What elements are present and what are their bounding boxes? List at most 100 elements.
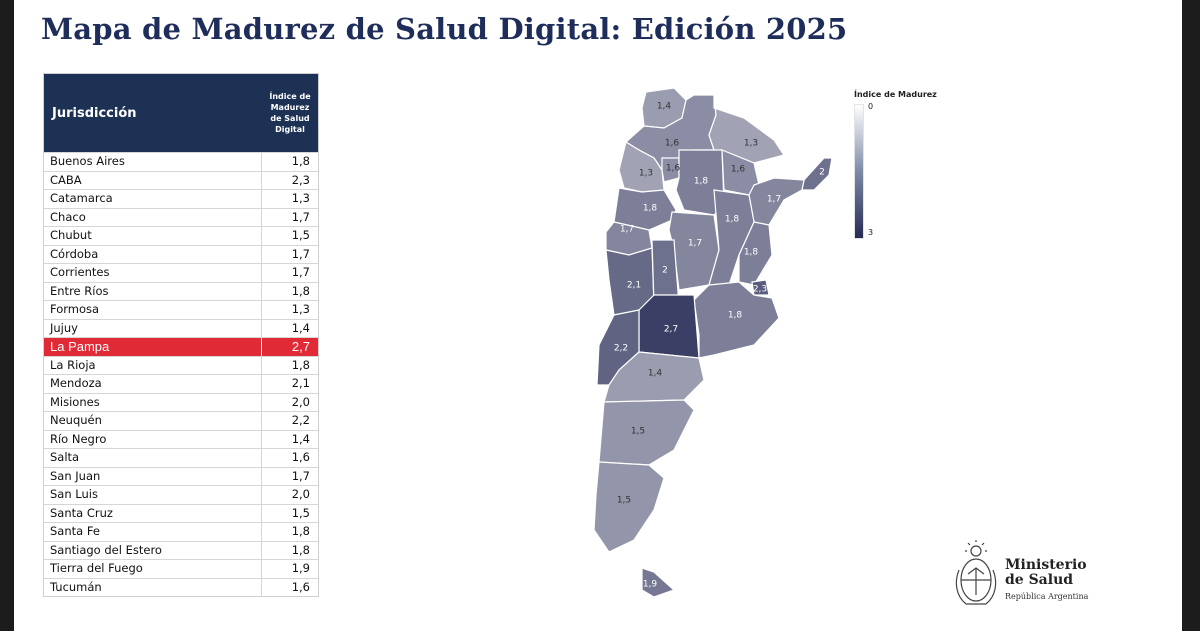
label-corrientes: 1,7: [767, 195, 781, 205]
header-jurisdiccion: Jurisdicción: [52, 105, 137, 121]
jurisdiction-name: Salta: [44, 449, 262, 467]
jurisdiction-table: Jurisdicción Índice de Madurez de Salud …: [43, 73, 319, 597]
logo-line-2: de Salud: [1005, 572, 1074, 588]
province-buenosaires[interactable]: [693, 281, 780, 359]
label-sanjuan: 1,7: [620, 225, 634, 235]
label-mendoza: 2,1: [627, 281, 641, 291]
table-row: La Pampa 2,7: [44, 337, 318, 356]
province-caba[interactable]: [751, 279, 770, 296]
maturity-value: 1,8: [291, 524, 310, 538]
jurisdiction-name: San Luis: [44, 486, 262, 504]
label-entrerios: 1,8: [744, 248, 759, 258]
table-body: Buenos Aires 1,8 CABA 2,3 Catamarca 1,3 Chaco 1…: [44, 152, 318, 596]
maturity-value: 1,3: [291, 191, 310, 205]
table-row: Córdoba 1,7: [44, 244, 318, 263]
table-row: CABA 2,3: [44, 170, 318, 189]
jurisdiction-name: Tucumán: [44, 578, 262, 596]
maturity-value: 1,7: [291, 246, 310, 261]
label-tucuman: 1,6: [666, 164, 681, 174]
maturity-value: 1,8: [291, 357, 310, 372]
province-santacruz[interactable]: [593, 461, 665, 553]
jurisdiction-name: Tierra del Fuego: [44, 560, 262, 578]
maturity-value: 2,0: [291, 394, 310, 409]
label-catamarca: 1,3: [639, 169, 653, 179]
table-row: La Rioja 1,8: [44, 355, 318, 374]
legend-title: Índice de Madurez: [854, 90, 937, 99]
maturity-value: 2,7: [291, 339, 310, 354]
table-row: Jujuy 1,4: [44, 318, 318, 337]
table-row: Tucumán 1,6: [44, 577, 318, 596]
jurisdiction-name: Entre Ríos: [44, 282, 262, 300]
label-santacruz: 1,5: [617, 496, 631, 506]
table-row: Mendoza 2,1: [44, 374, 318, 393]
jurisdiction-name: La Pampa: [44, 338, 262, 356]
page-title: Mapa de Madurez de Salud Digital: Edició…: [41, 12, 848, 46]
jurisdiction-name: CABA: [44, 171, 262, 189]
maturity-value: 1,8: [291, 154, 310, 168]
maturity-value: 1,8: [291, 283, 310, 298]
table-row: Formosa 1,3: [44, 300, 318, 319]
jurisdiction-name: Neuquén: [44, 412, 262, 430]
maturity-value: 1,8: [291, 542, 310, 557]
maturity-value: 1,7: [291, 209, 310, 224]
jurisdiction-name: La Rioja: [44, 356, 262, 374]
label-buenosaires: 1,8: [728, 311, 743, 321]
jurisdiction-name: San Juan: [44, 467, 262, 485]
jurisdiction-name: Córdoba: [44, 245, 262, 263]
table-row: Entre Ríos 1,8: [44, 281, 318, 300]
table-row: Salta 1,6: [44, 448, 318, 467]
maturity-value: 1,6: [291, 579, 310, 594]
legend-max: 3: [868, 228, 874, 237]
table-row: Catamarca 1,3: [44, 189, 318, 208]
label-lapampa: 2,7: [664, 325, 678, 335]
label-cordoba: 1,7: [688, 239, 702, 249]
label-misiones: 2: [819, 168, 825, 178]
province-tierradelfuego[interactable]: [641, 567, 676, 598]
table-row: Corrientes 1,7: [44, 263, 318, 282]
maturity-value: 2,0: [291, 487, 310, 501]
province-tucuman[interactable]: [661, 157, 680, 183]
logo-line-3: República Argentina: [1005, 592, 1089, 601]
jurisdiction-name: Chaco: [44, 208, 262, 226]
label-tierradelfuego: 1,9: [643, 580, 658, 590]
label-larioja: 1,8: [643, 204, 658, 214]
jurisdiction-name: Santiago del Estero: [44, 541, 262, 559]
table-row: Santa Fe 1,8: [44, 522, 318, 541]
table-header: Jurisdicción Índice de Madurez de Salud …: [44, 74, 318, 152]
label-chubut: 1,5: [631, 427, 645, 437]
map-legend: Índice de Madurez 0 3: [854, 90, 964, 240]
label-rionegro: 1,4: [648, 369, 663, 379]
maturity-value: 1,4: [291, 431, 310, 446]
maturity-value: 1,6: [291, 450, 310, 464]
maturity-value: 2,1: [291, 376, 310, 390]
province-cordoba[interactable]: [668, 211, 720, 291]
label-santiago: 1,8: [694, 177, 709, 187]
province-misiones[interactable]: [801, 157, 833, 191]
table-row: Río Negro 1,4: [44, 429, 318, 448]
maturity-value: 2,2: [291, 413, 310, 427]
jurisdiction-name: Jujuy: [44, 319, 262, 337]
table-row: Misiones 2,0: [44, 392, 318, 411]
jurisdiction-name: Misiones: [44, 393, 262, 411]
province-chubut[interactable]: [598, 399, 695, 466]
maturity-value: 1,5: [291, 505, 310, 520]
maturity-value: 1,9: [291, 561, 310, 575]
table-row: Santa Cruz 1,5: [44, 503, 318, 522]
legend-min: 0: [868, 102, 874, 111]
header-indice: Índice de Madurez de Salud Digital: [269, 92, 311, 134]
province-santafe[interactable]: [708, 189, 755, 286]
jurisdiction-name: Formosa: [44, 301, 262, 319]
maturity-value: 1,7: [291, 468, 310, 483]
table-row: Neuquén 2,2: [44, 411, 318, 430]
label-santafe: 1,8: [725, 215, 740, 225]
maturity-value: 1,4: [291, 320, 310, 335]
jurisdiction-name: Corrientes: [44, 264, 262, 282]
jurisdiction-name: Santa Fe: [44, 523, 262, 541]
label-sanluis: 2: [662, 266, 668, 276]
province-labels: 1,4 1,6 1,3 1,3 1,6 1,8 1,6 2 1,7 1,8 1,…: [614, 102, 825, 590]
table-row: Tierra del Fuego 1,9: [44, 559, 318, 578]
ministerio-logo: Ministerio de Salud República Argentina: [952, 540, 1102, 615]
maturity-value: 1,3: [291, 302, 310, 316]
jurisdiction-name: Mendoza: [44, 375, 262, 393]
slide: Mapa de Madurez de Salud Digital: Edició…: [14, 0, 1182, 631]
